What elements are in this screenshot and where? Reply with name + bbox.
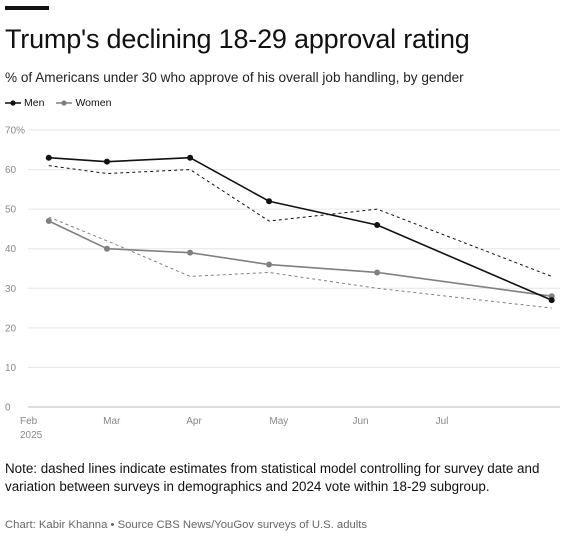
data-point-men (103, 158, 110, 165)
x-tick-label: Jul (436, 416, 449, 427)
data-point-women (266, 261, 273, 268)
x-tick-label: Jun (353, 416, 369, 427)
data-point-women (187, 249, 194, 256)
legend-swatch-men (5, 100, 21, 106)
line-chart: 0 10 20 30 40 50 60 70% Feb 2025 Mar Apr May Jun Jul (5, 126, 560, 441)
y-tick-label: 60 (5, 165, 17, 176)
y-tick-label: 10 (5, 363, 17, 374)
data-point-men (266, 198, 273, 205)
series-line-women (48, 220, 552, 297)
chart-legend: Men Women (5, 97, 111, 109)
chart-credit: Chart: Kabir Khanna • Source CBS News/Yo… (5, 519, 368, 531)
data-point-men (374, 221, 381, 228)
x-tick-label: Mar (103, 416, 121, 427)
x-tick-label: Feb (20, 416, 38, 427)
series-line-women-model-dashed (48, 216, 552, 309)
y-tick-label: 20 (5, 323, 17, 334)
y-tick-label: 50 (5, 205, 17, 216)
header-accent-bar (5, 6, 49, 10)
data-point-men (548, 297, 555, 304)
legend-label-women: Women (75, 97, 112, 109)
y-tick-label: 0 (5, 403, 11, 414)
data-point-women (45, 218, 52, 225)
data-point-men (45, 154, 52, 161)
legend-item-women: Women (56, 97, 111, 109)
legend-item-men: Men (5, 97, 44, 109)
chart-note: Note: dashed lines indicate estimates fr… (5, 461, 540, 494)
legend-swatch-women (56, 100, 73, 106)
x-tick-label: May (269, 416, 288, 427)
legend-label-men: Men (24, 97, 45, 109)
chart-title: Trump's declining 18-29 approval rating (5, 24, 470, 54)
y-tick-label: 40 (5, 244, 17, 255)
series-line-men-model-dashed (48, 165, 552, 277)
series-line-men (48, 156, 553, 301)
data-point-men (187, 154, 194, 161)
x-tick-label: Apr (186, 416, 202, 427)
data-point-women (374, 269, 381, 276)
chart-subtitle: % of Americans under 30 who approve of h… (5, 70, 464, 85)
x-tick-sublabel: 2025 (20, 430, 43, 441)
y-tick-label: 30 (5, 284, 17, 295)
y-tick-label: 70% (5, 126, 25, 137)
data-point-women (103, 245, 110, 252)
